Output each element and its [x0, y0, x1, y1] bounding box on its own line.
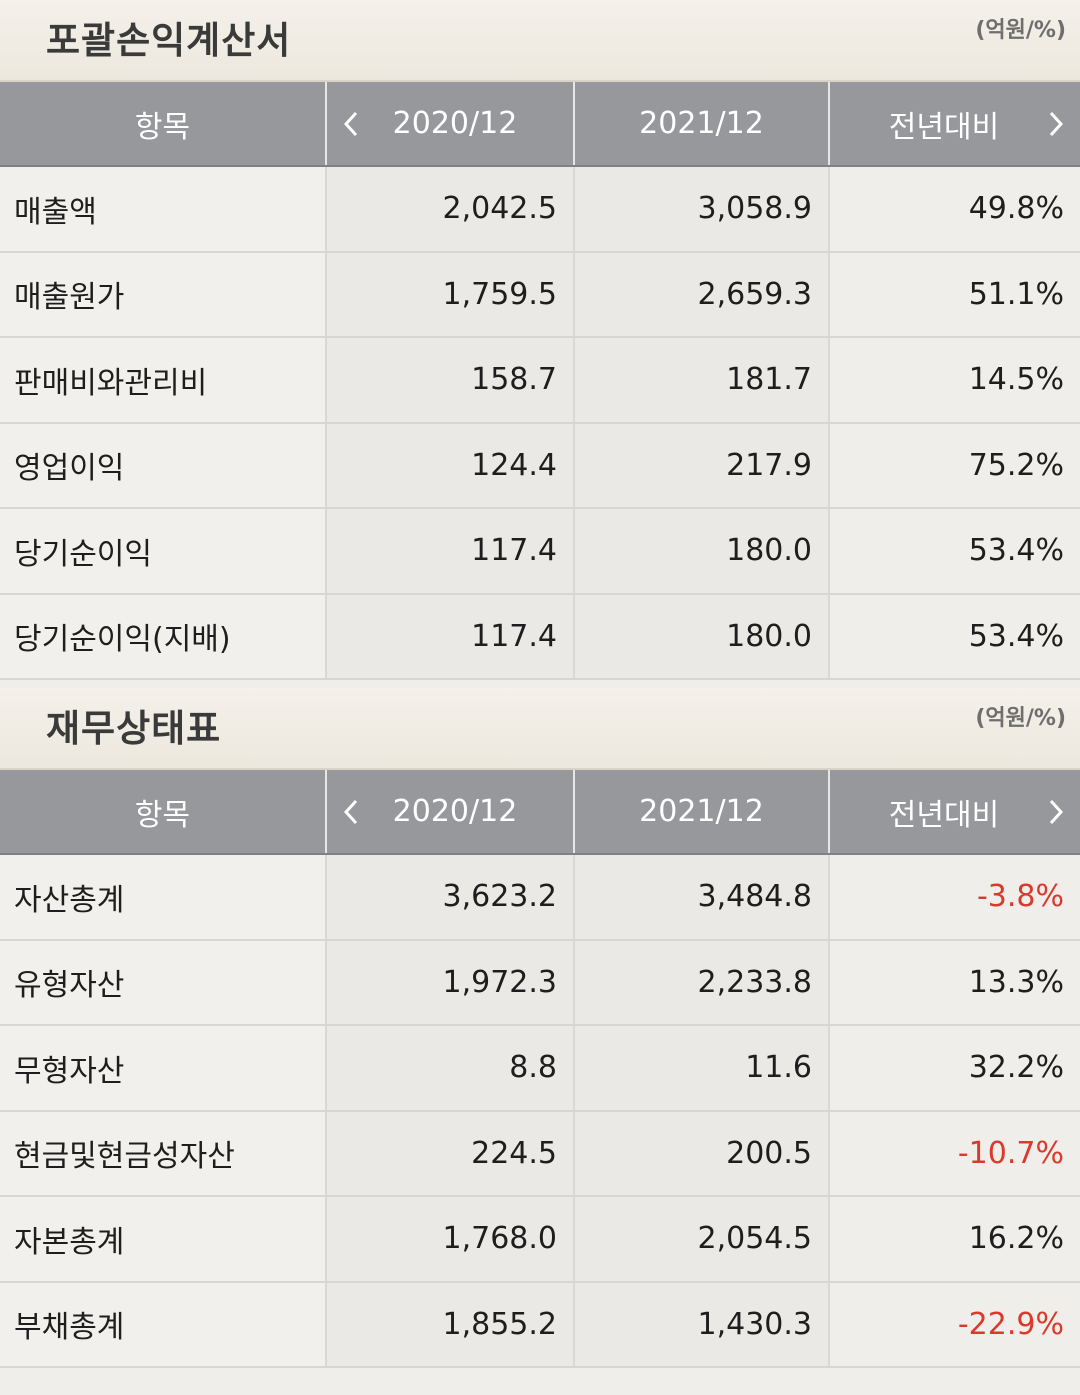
- header-yoy: 전년대비: [828, 82, 1080, 167]
- row-label: 유형자산: [0, 939, 326, 1026]
- value-2021: 200.5: [573, 1110, 829, 1197]
- value-yoy: 32.2%: [828, 1025, 1080, 1112]
- section-title: 포괄손익계산서: [46, 19, 292, 62]
- value-2021: 181.7: [573, 337, 829, 424]
- table-row: 당기순이익 117.4 180.0 53.4%: [0, 508, 1080, 595]
- value-2020: 1,759.5: [325, 251, 574, 338]
- value-yoy: 49.8%: [828, 166, 1080, 253]
- row-label: 무형자산: [0, 1025, 326, 1112]
- header-yoy-label: 전년대비: [888, 797, 1000, 833]
- value-yoy: -3.8%: [828, 854, 1080, 941]
- unit-label: (억원/%): [975, 18, 1066, 43]
- section-divider: [0, 680, 1080, 688]
- table-row: 부채총계 1,855.2 1,430.3 -22.9%: [0, 1281, 1080, 1368]
- table-row: 당기순이익(지배) 117.4 180.0 53.4%: [0, 593, 1080, 680]
- value-yoy: 14.5%: [828, 337, 1080, 424]
- row-label: 자산총계: [0, 854, 326, 941]
- row-label: 당기순이익(지배): [0, 593, 326, 680]
- chevron-left-icon[interactable]: [337, 110, 365, 138]
- row-label: 판매비와관리비: [0, 337, 326, 424]
- value-2020: 3,623.2: [325, 854, 574, 941]
- section-title: 재무상태표: [46, 707, 222, 750]
- header-year-2020: 2020/12: [325, 770, 574, 855]
- header-year-2021: 2021/12: [573, 770, 829, 855]
- value-2020: 117.4: [325, 508, 574, 595]
- balance-sheet-header: 재무상태표 (억원/%): [0, 688, 1080, 770]
- table-row: 무형자산 8.8 11.6 32.2%: [0, 1025, 1080, 1112]
- income-statement-header: 포괄손익계산서 (억원/%): [0, 0, 1080, 82]
- value-2021: 2,054.5: [573, 1196, 829, 1283]
- value-2021: 3,484.8: [573, 854, 829, 941]
- value-2021: 1,430.3: [573, 1281, 829, 1368]
- row-label: 부채총계: [0, 1281, 326, 1368]
- table-row: 자본총계 1,768.0 2,054.5 16.2%: [0, 1196, 1080, 1283]
- value-yoy: 53.4%: [828, 508, 1080, 595]
- table-header-row: 항목 2020/12 2021/12 전년대비: [0, 82, 1080, 167]
- value-yoy: 16.2%: [828, 1196, 1080, 1283]
- row-label: 영업이익: [0, 422, 326, 509]
- value-2021: 3,058.9: [573, 166, 829, 253]
- header-yoy-label: 전년대비: [888, 109, 1000, 145]
- header-year-2020-label: 2020/12: [392, 106, 518, 141]
- row-label: 당기순이익: [0, 508, 326, 595]
- header-year-2020-label: 2020/12: [392, 794, 518, 829]
- value-2020: 8.8: [325, 1025, 574, 1112]
- value-2020: 1,972.3: [325, 939, 574, 1026]
- value-2020: 117.4: [325, 593, 574, 680]
- table-row: 판매비와관리비 158.7 181.7 14.5%: [0, 337, 1080, 424]
- chevron-right-icon[interactable]: [1042, 798, 1070, 826]
- row-label: 매출원가: [0, 251, 326, 338]
- value-2020: 2,042.5: [325, 166, 574, 253]
- header-item: 항목: [0, 82, 326, 167]
- value-yoy: 75.2%: [828, 422, 1080, 509]
- unit-label: (억원/%): [975, 706, 1066, 731]
- value-2020: 158.7: [325, 337, 574, 424]
- value-yoy: -10.7%: [828, 1110, 1080, 1197]
- table-row: 현금및현금성자산 224.5 200.5 -10.7%: [0, 1110, 1080, 1197]
- value-yoy: 51.1%: [828, 251, 1080, 338]
- value-yoy: 53.4%: [828, 593, 1080, 680]
- chevron-left-icon[interactable]: [337, 798, 365, 826]
- row-label: 매출액: [0, 166, 326, 253]
- table-header-row: 항목 2020/12 2021/12 전년대비: [0, 770, 1080, 855]
- income-statement-table: 항목 2020/12 2021/12 전년대비 매출액 2,042.5 3,058.…: [0, 82, 1080, 680]
- header-item: 항목: [0, 770, 326, 855]
- balance-sheet-table: 항목 2020/12 2021/12 전년대비 자산총계 3,623.2 3,484…: [0, 770, 1080, 1368]
- value-yoy: -22.9%: [828, 1281, 1080, 1368]
- value-2021: 2,233.8: [573, 939, 829, 1026]
- value-2021: 180.0: [573, 508, 829, 595]
- value-yoy: 13.3%: [828, 939, 1080, 1026]
- value-2020: 124.4: [325, 422, 574, 509]
- table-row: 매출원가 1,759.5 2,659.3 51.1%: [0, 251, 1080, 338]
- value-2020: 1,768.0: [325, 1196, 574, 1283]
- value-2021: 217.9: [573, 422, 829, 509]
- row-label: 자본총계: [0, 1196, 326, 1283]
- table-row: 매출액 2,042.5 3,058.9 49.8%: [0, 166, 1080, 253]
- value-2021: 180.0: [573, 593, 829, 680]
- value-2021: 2,659.3: [573, 251, 829, 338]
- value-2020: 1,855.2: [325, 1281, 574, 1368]
- table-row: 자산총계 3,623.2 3,484.8 -3.8%: [0, 854, 1080, 941]
- chevron-right-icon[interactable]: [1042, 110, 1070, 138]
- header-year-2021: 2021/12: [573, 82, 829, 167]
- value-2021: 11.6: [573, 1025, 829, 1112]
- row-label: 현금및현금성자산: [0, 1110, 326, 1197]
- header-year-2020: 2020/12: [325, 82, 574, 167]
- header-yoy: 전년대비: [828, 770, 1080, 855]
- value-2020: 224.5: [325, 1110, 574, 1197]
- table-row: 영업이익 124.4 217.9 75.2%: [0, 422, 1080, 509]
- table-row: 유형자산 1,972.3 2,233.8 13.3%: [0, 939, 1080, 1026]
